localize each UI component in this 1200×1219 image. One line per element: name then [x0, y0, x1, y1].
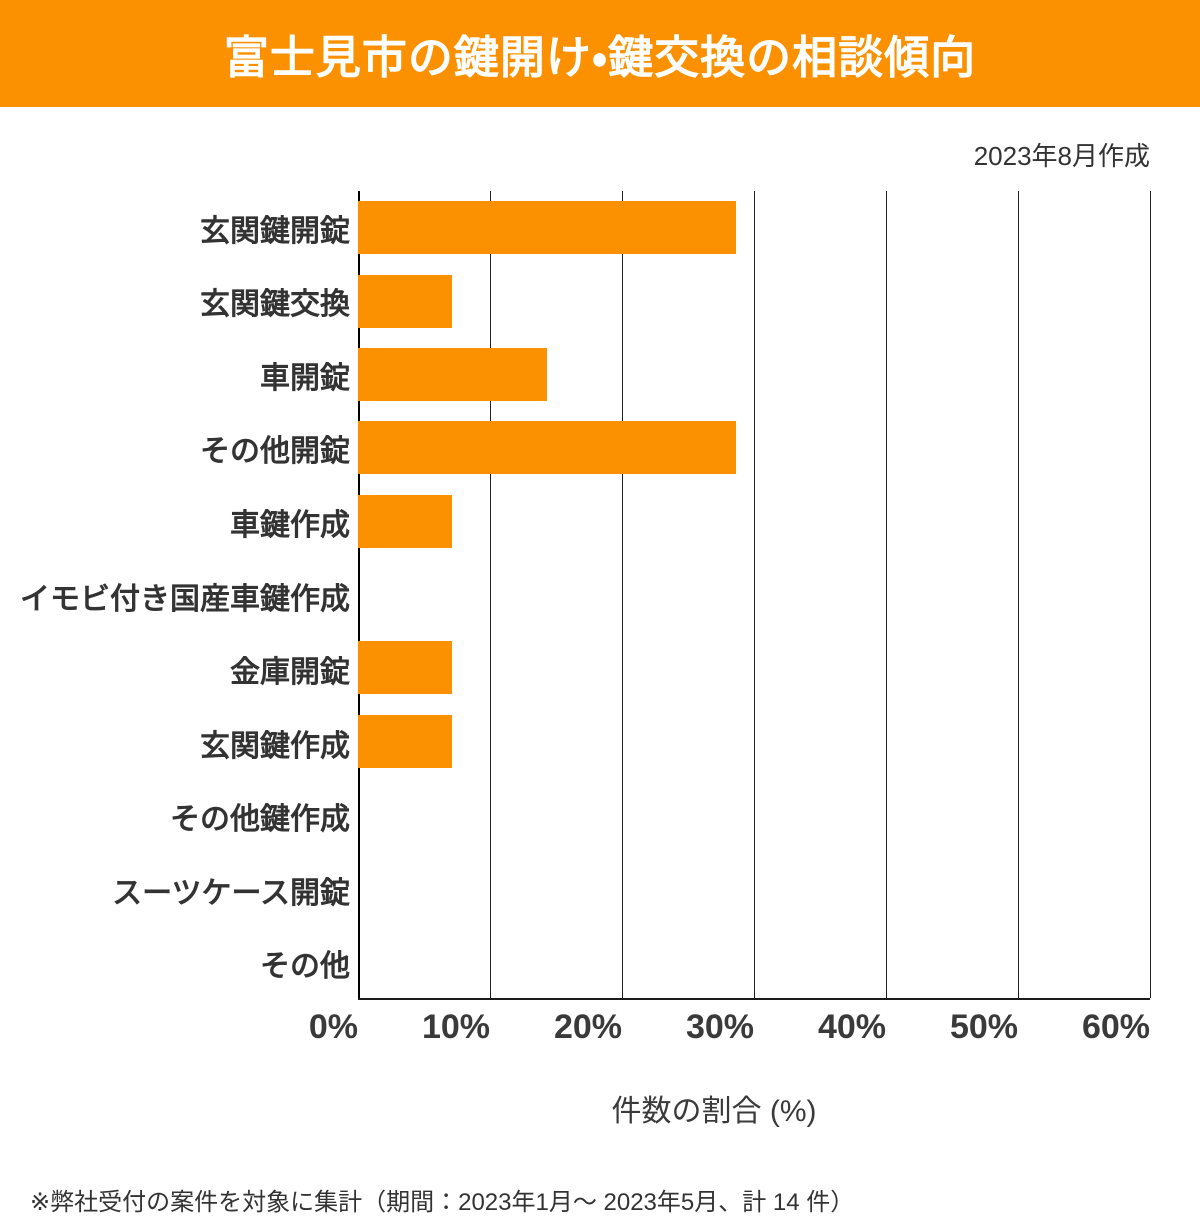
bar-row [358, 411, 1150, 484]
category-label: 玄関鍵交換 [200, 288, 350, 322]
category-label: その他開錠 [200, 435, 350, 469]
bar [358, 641, 452, 695]
x-tick-label: 60% [1081, 1008, 1150, 1046]
bar-row [358, 264, 1150, 337]
category-label: その他 [260, 950, 350, 984]
x-tick-label: 0% [308, 1008, 358, 1046]
bar-row [358, 558, 1150, 631]
gridline [753, 191, 755, 998]
bar-row [358, 631, 1150, 704]
x-tick-label: 50% [949, 1008, 1018, 1046]
bar-row [358, 191, 1150, 264]
plot-area [358, 191, 1151, 1000]
x-tick-label: 40% [817, 1008, 886, 1046]
x-tick-label: 10% [421, 1008, 490, 1046]
category-label: イモビ付き国産車鍵作成 [20, 582, 350, 616]
y-axis-line [358, 191, 360, 998]
bar [358, 714, 452, 768]
bar [358, 347, 547, 401]
category-label-column: 玄関鍵開錠玄関鍵交換車開錠その他開錠車鍵作成イモビ付き国産車鍵作成金庫開錠玄関鍵… [0, 191, 350, 1000]
bar-row [358, 925, 1150, 998]
footnote: ※弊社受付の案件を対象に集計（期間：2023年1月～ 2023年5月、計 14 … [30, 1189, 855, 1216]
category-label: 玄関鍵開錠 [200, 214, 350, 248]
category-label: 玄関鍵作成 [200, 729, 350, 763]
bar [358, 274, 452, 328]
x-axis-title: 件数の割合 (%) [611, 1095, 817, 1128]
bar-row [358, 484, 1150, 557]
gridline [621, 191, 623, 998]
bar [358, 201, 736, 255]
gridline [885, 191, 887, 998]
bar-row [358, 851, 1150, 924]
gridline [1149, 191, 1151, 998]
bar-row [358, 338, 1150, 411]
bar-row [358, 705, 1150, 778]
created-date-note: 2023年8月作成 [973, 141, 1150, 171]
bar [358, 421, 736, 475]
gridline [489, 191, 491, 998]
bar-row [358, 778, 1150, 851]
category-label: 車鍵作成 [230, 508, 350, 542]
x-tick-label: 30% [685, 1008, 754, 1046]
category-label: 金庫開錠 [230, 656, 350, 690]
category-label: 車開錠 [260, 361, 350, 395]
category-label: その他鍵作成 [170, 803, 350, 837]
bar [358, 494, 452, 548]
title-banner: 富士見市の鍵開け・鍵交換の相談傾向 [0, 0, 1200, 107]
gridline [1017, 191, 1019, 998]
bar-rows [358, 191, 1150, 998]
category-label: スーツケース開錠 [112, 876, 350, 910]
page-title: 富士見市の鍵開け・鍵交換の相談傾向 [223, 32, 977, 83]
x-tick-label: 20% [553, 1008, 622, 1046]
